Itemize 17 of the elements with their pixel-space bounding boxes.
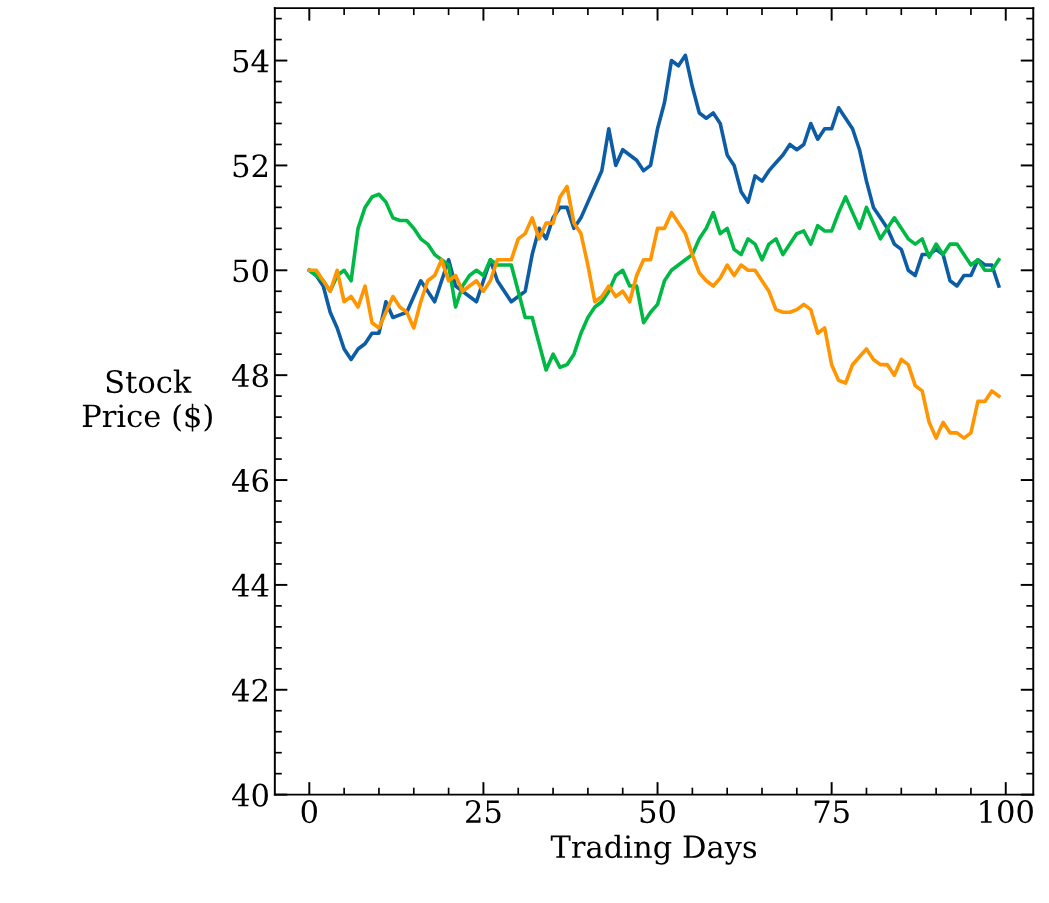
x-axis-title: Trading Days bbox=[550, 834, 757, 865]
y-axis-title: Stock Price ($) bbox=[82, 369, 212, 432]
y-tick-label: 48 bbox=[232, 364, 268, 388]
line-series bbox=[307, 184, 1001, 440]
x-tick-label: 0 bbox=[301, 800, 317, 824]
x-tick-label: 25 bbox=[466, 800, 501, 824]
x-tick-label: 50 bbox=[640, 800, 675, 824]
y-tick-label: 52 bbox=[233, 154, 267, 178]
y-tick-label: 40 bbox=[232, 783, 268, 807]
line-series bbox=[307, 192, 1001, 372]
x-tick-label: 75 bbox=[814, 800, 849, 824]
y-tick-label: 50 bbox=[233, 259, 268, 283]
y-tick-label: 54 bbox=[233, 49, 269, 73]
y-tick-label: 42 bbox=[232, 678, 267, 702]
y-tick-label: 44 bbox=[232, 573, 269, 597]
y-tick-label: 46 bbox=[232, 468, 269, 493]
x-tick-label: 100 bbox=[980, 800, 1033, 824]
